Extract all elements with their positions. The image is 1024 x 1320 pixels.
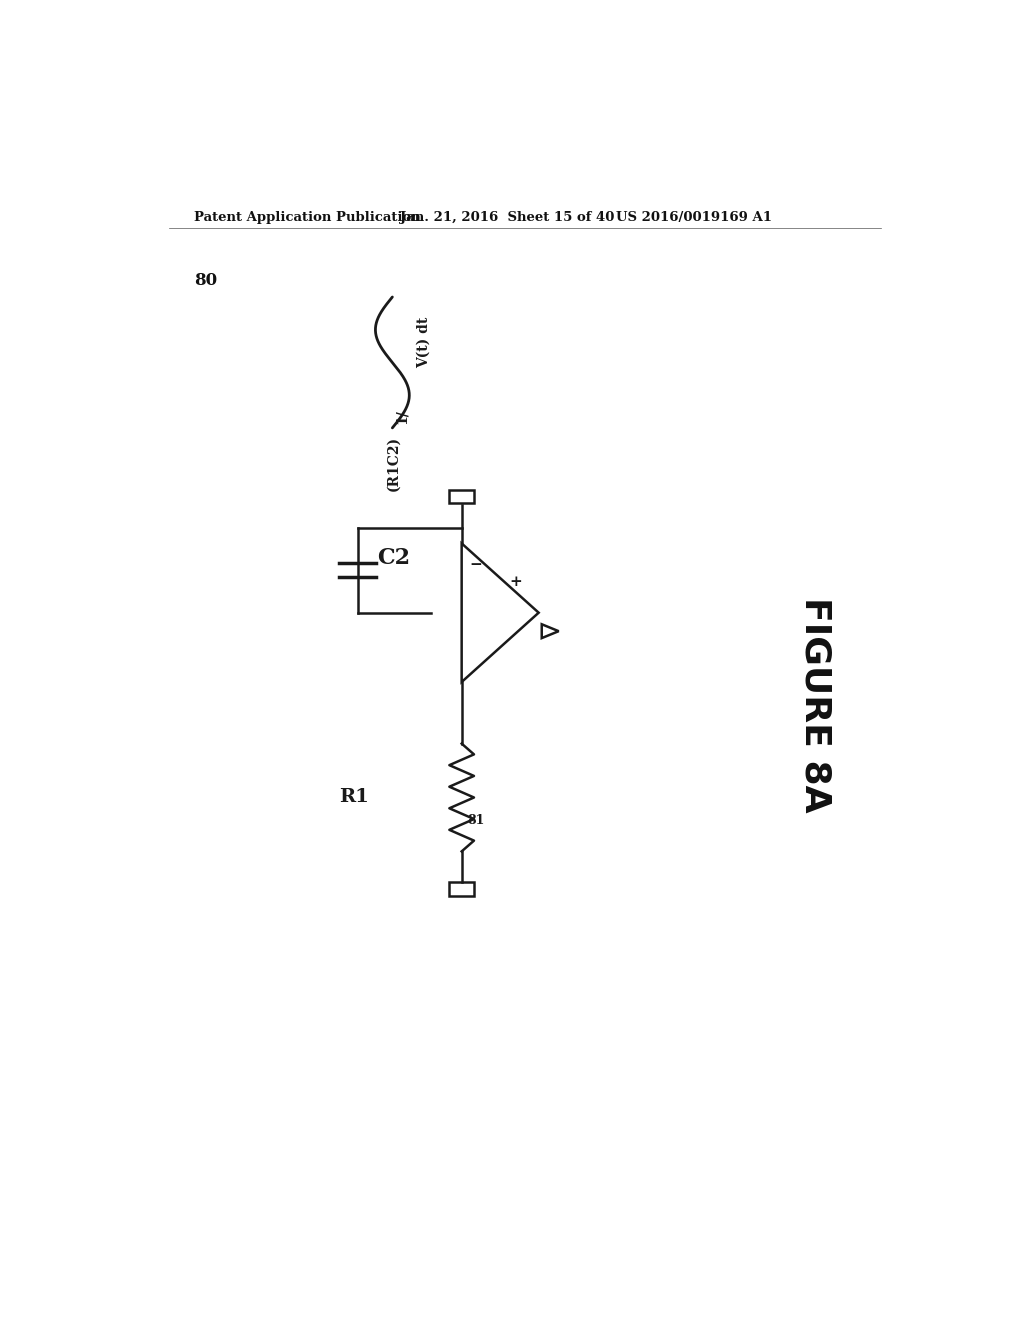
Bar bbox=[450, 490, 474, 503]
Text: C2: C2 bbox=[377, 548, 410, 569]
Text: Jan. 21, 2016  Sheet 15 of 40: Jan. 21, 2016 Sheet 15 of 40 bbox=[400, 211, 614, 224]
Text: −: − bbox=[469, 557, 482, 573]
Text: (R1C2): (R1C2) bbox=[387, 436, 401, 491]
Text: R1: R1 bbox=[339, 788, 370, 807]
Text: +: + bbox=[509, 576, 522, 589]
Text: V(t) dt: V(t) dt bbox=[417, 317, 431, 367]
Text: US 2016/0019169 A1: US 2016/0019169 A1 bbox=[615, 211, 772, 224]
Text: 1/: 1/ bbox=[394, 409, 409, 424]
Text: 81: 81 bbox=[468, 813, 485, 826]
Text: FIGURE 8A: FIGURE 8A bbox=[799, 597, 833, 813]
Bar bbox=[450, 882, 474, 896]
Text: 80: 80 bbox=[194, 272, 217, 289]
Text: Patent Application Publication: Patent Application Publication bbox=[194, 211, 421, 224]
